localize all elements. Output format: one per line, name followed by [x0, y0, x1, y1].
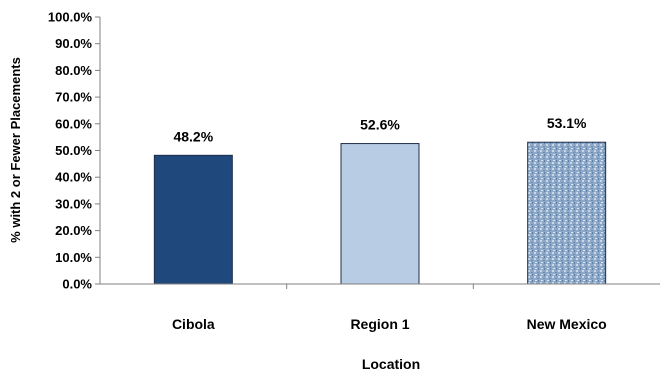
y-tick-label: 80.0%: [55, 63, 92, 78]
bar-region-1: [340, 143, 420, 285]
x-axis-title: Location: [362, 356, 420, 372]
y-tick-label: 30.0%: [55, 196, 92, 211]
y-tick-label: 20.0%: [55, 223, 92, 238]
y-axis-title: % with 2 or Fewer Placements: [8, 57, 23, 243]
y-tick-label: 100.0%: [48, 10, 93, 25]
x-axis: Cibola Region 1 New Mexico: [100, 283, 660, 332]
y-tick-label: 70.0%: [55, 90, 92, 105]
bar-new-mexico: [527, 141, 607, 285]
data-label: 53.1%: [547, 115, 587, 131]
y-tick-label: 90.0%: [55, 36, 92, 51]
bars: 48.2% 52.6% 53.1%: [153, 115, 607, 285]
y-tick-label: 60.0%: [55, 116, 92, 131]
x-tick-label: New Mexico: [527, 316, 607, 332]
x-tick-label: Cibola: [172, 316, 215, 332]
y-tick-label: 10.0%: [55, 250, 92, 265]
data-label: 48.2%: [173, 128, 213, 144]
x-tick-label: Region 1: [350, 316, 409, 332]
y-tick-label: 40.0%: [55, 170, 92, 185]
y-tick-label: 50.0%: [55, 143, 92, 158]
y-tick-label: 0.0%: [62, 277, 92, 292]
y-axis: 0.0% 10.0% 20.0% 30.0% 40.0% 50.0% 60.0% 70.0% 8…: [48, 10, 101, 292]
data-label: 52.6%: [360, 117, 400, 133]
bar-cibola: [153, 154, 233, 285]
